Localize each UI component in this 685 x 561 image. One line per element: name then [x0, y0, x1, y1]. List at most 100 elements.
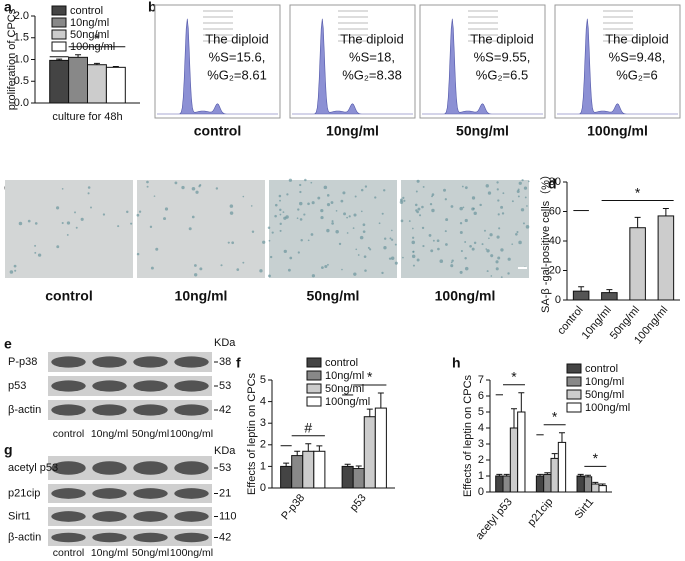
blot-band — [133, 511, 168, 522]
legend-label: 50ng/ml — [585, 389, 624, 401]
bar — [550, 457, 559, 493]
y-tick-label: 40 — [549, 235, 561, 247]
stain-dot — [364, 185, 368, 188]
lane-label: 50ng/ml — [132, 428, 169, 440]
stain-dot — [331, 220, 334, 223]
error-bar — [377, 392, 384, 409]
stain-dot — [285, 215, 289, 219]
stain-dot — [524, 196, 527, 199]
bar — [105, 66, 126, 104]
histogram — [157, 18, 278, 115]
x-axis-label: culture for 48h — [52, 111, 122, 123]
significance-mark: * — [635, 184, 641, 200]
micrograph — [137, 180, 265, 278]
stain-dot — [501, 212, 505, 215]
blot-band — [174, 356, 209, 368]
stain-dot — [388, 257, 392, 260]
error-bar — [599, 483, 606, 486]
stain-dot — [194, 264, 197, 267]
stain-dot — [80, 217, 84, 221]
flow-result: %G₂=8.38 — [342, 67, 402, 82]
stain-dot — [174, 181, 178, 185]
stain-dot — [445, 243, 448, 246]
y-tick-label: 1 — [260, 460, 266, 472]
stain-dot — [383, 189, 386, 192]
bar — [313, 450, 326, 489]
micrograph — [401, 180, 529, 278]
error-bar — [537, 473, 544, 476]
bar — [598, 485, 607, 493]
stain-dot — [320, 208, 324, 213]
stain-dot — [402, 196, 405, 199]
flow-caption: 50ng/ml — [456, 123, 509, 139]
stain-dot — [146, 180, 149, 184]
blot-row-label: β-actin — [8, 531, 41, 543]
stain-dot — [487, 191, 492, 195]
stain-dot — [34, 244, 37, 247]
stain-dot — [326, 194, 330, 197]
stain-dot — [464, 266, 469, 271]
legend-label: 50ng/ml — [325, 383, 364, 395]
stain-dot — [195, 190, 199, 194]
stain-dot — [518, 240, 522, 245]
stain-dot — [153, 195, 156, 197]
stain-dot — [431, 193, 435, 196]
y-axis-label: Effects of leptin on CPCs — [246, 372, 258, 495]
stain-dot — [271, 231, 274, 234]
y-tick-label: 80 — [549, 176, 561, 188]
stain-dot — [283, 249, 287, 254]
stain-dot — [400, 219, 404, 223]
bar — [363, 416, 376, 489]
stain-dot — [444, 198, 447, 201]
error-bar — [510, 408, 517, 428]
stain-dot — [188, 227, 192, 231]
stain-dot — [490, 275, 493, 277]
lane-label: control — [53, 547, 85, 559]
stain-dot — [310, 181, 313, 184]
stain-dot — [193, 273, 198, 277]
stain-dot — [130, 222, 133, 225]
stain-dot — [469, 244, 472, 248]
stain-dot — [511, 243, 514, 245]
flow-result: The diploid — [205, 31, 269, 46]
y-tick-label: 1.5 — [14, 32, 29, 44]
stain-dot — [220, 264, 223, 267]
blot-band — [51, 404, 86, 416]
stain-dot — [485, 248, 488, 250]
stain-dot — [486, 249, 490, 253]
y-tick-label: 1.0 — [14, 53, 29, 65]
stain-dot — [303, 213, 306, 216]
stain-dot — [326, 203, 331, 207]
bar — [576, 475, 585, 493]
stain-dot — [274, 214, 277, 218]
stain-dot — [459, 270, 463, 274]
stain-dot — [408, 220, 411, 222]
flow-result: %S=18, — [349, 49, 395, 64]
stain-dot — [317, 196, 321, 200]
micrograph — [5, 180, 133, 278]
stain-dot — [412, 264, 415, 267]
stain-dot — [527, 180, 530, 183]
histogram — [557, 18, 678, 115]
legend-swatch — [51, 41, 67, 52]
blot-band — [51, 532, 86, 543]
stain-dot — [355, 248, 358, 251]
flow-result: %S=15.6, — [209, 49, 266, 64]
bar — [302, 450, 315, 489]
y-tick-label: 4 — [478, 422, 484, 434]
stain-dot — [517, 188, 520, 191]
lane-label: 100ng/ml — [170, 428, 213, 440]
stain-dot — [521, 179, 524, 182]
stain-dot — [460, 249, 463, 253]
bar — [341, 465, 354, 489]
stain-dot — [362, 223, 366, 227]
flow-caption: 10ng/ml — [326, 123, 379, 139]
stain-dot — [403, 199, 406, 202]
error-bar — [283, 462, 290, 467]
stain-dot — [378, 222, 381, 225]
error-bar — [112, 65, 119, 68]
blot-row-label: p53 — [8, 380, 26, 392]
stain-dot — [417, 207, 421, 211]
stain-dot — [300, 239, 303, 242]
stain-dot — [479, 203, 482, 207]
